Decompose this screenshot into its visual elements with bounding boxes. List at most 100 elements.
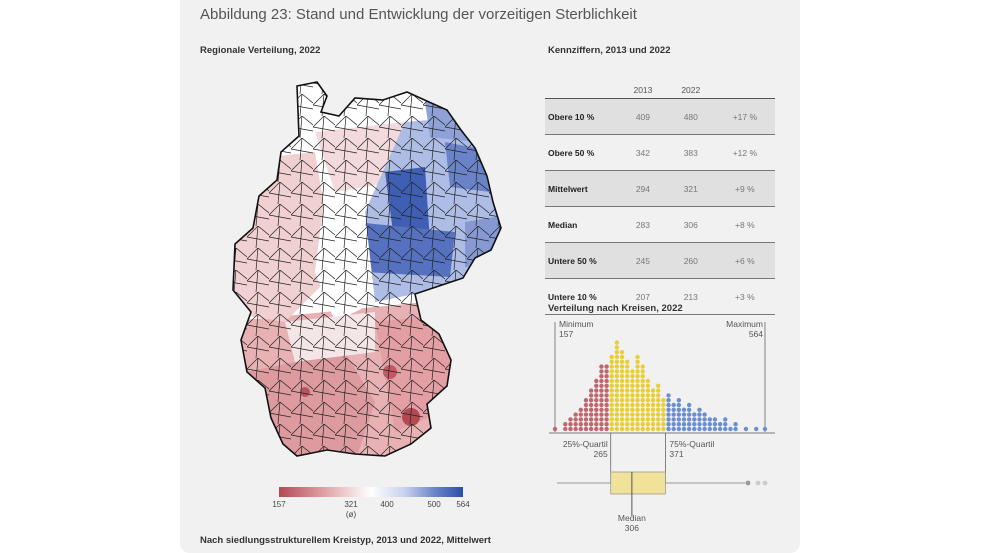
district-dot — [635, 402, 640, 408]
district-dot — [594, 388, 599, 393]
district-dot — [697, 426, 702, 432]
district-dot — [599, 417, 604, 422]
district-dot — [594, 407, 599, 412]
district-dot — [599, 364, 604, 369]
district-dot — [604, 374, 609, 379]
district-dot — [630, 383, 635, 388]
district-dot — [609, 422, 614, 427]
district-dot — [640, 383, 645, 388]
district-dot — [645, 402, 651, 408]
district-dot — [661, 398, 666, 403]
district-dot — [583, 426, 589, 432]
district-dot — [594, 426, 599, 432]
district-dot — [650, 402, 656, 408]
district-dot — [666, 412, 671, 417]
district-dot — [635, 407, 640, 412]
district-dot — [614, 359, 620, 364]
district-dot — [645, 388, 651, 393]
district-dot — [666, 407, 671, 412]
table-heading: Kennziffern, 2013 und 2022 — [548, 45, 671, 56]
district-dot — [650, 388, 656, 393]
district-dot — [635, 388, 640, 393]
district-dot — [635, 359, 640, 364]
cell-change: +17 % — [714, 98, 775, 135]
district-dot — [552, 426, 558, 432]
district-dot — [655, 417, 661, 422]
district-dot — [681, 407, 687, 412]
district-dot — [630, 426, 635, 432]
district-dot — [573, 422, 578, 427]
district-dot — [619, 359, 625, 364]
district-dot — [723, 426, 728, 432]
district-dot — [594, 402, 599, 408]
district-dot — [599, 426, 604, 432]
district-dot — [625, 417, 630, 422]
district-dot — [614, 398, 620, 403]
legend-500: 500 — [427, 500, 441, 509]
district-dot — [655, 393, 661, 398]
district-dot — [733, 426, 738, 432]
district-dot — [635, 374, 640, 379]
district-dot — [723, 422, 728, 427]
district-dot — [609, 364, 614, 369]
district-dot — [671, 422, 676, 427]
district-dot — [650, 398, 656, 403]
district-dot — [650, 407, 656, 412]
cell-2013: 409 — [619, 98, 667, 135]
district-dot — [717, 426, 723, 432]
district-dot — [573, 417, 578, 422]
district-dot — [614, 378, 620, 384]
table-row: Untere 50 % 245 260 +6 % — [545, 242, 775, 279]
district-dot — [609, 354, 614, 360]
figure-title: Abbildung 23: Stand und Entwicklung der … — [200, 6, 637, 23]
district-dot — [697, 407, 702, 412]
district-dot — [676, 398, 682, 403]
district-dot — [583, 398, 589, 403]
district-dot — [578, 426, 583, 432]
district-dot — [583, 422, 589, 427]
district-dot — [707, 417, 712, 422]
district-dot — [619, 407, 625, 412]
district-dot — [619, 426, 625, 432]
district-dot — [609, 369, 614, 374]
district-dot — [655, 398, 661, 403]
district-dot — [635, 369, 640, 374]
district-dot — [640, 388, 645, 393]
district-dot — [619, 398, 625, 403]
district-dot — [619, 383, 625, 388]
district-dot — [619, 350, 625, 355]
legend-mean: 321 — [344, 500, 358, 509]
minimum-value: 157 — [559, 329, 573, 339]
district-dot — [573, 412, 578, 417]
district-dot — [599, 383, 604, 388]
table-row: Mittelwert 294 321 +9 % — [545, 170, 775, 207]
district-dot — [640, 374, 645, 379]
cell-2022: 213 — [666, 278, 715, 315]
district-dot — [614, 345, 620, 350]
district-dot — [686, 426, 692, 432]
district-dot — [686, 407, 692, 412]
district-dot — [640, 422, 645, 427]
germany-map — [232, 81, 502, 457]
district-dot — [666, 393, 671, 398]
map-heading: Regionale Verteilung, 2022 — [200, 45, 321, 56]
district-dot — [666, 402, 671, 408]
row-label: Median — [545, 206, 619, 243]
district-dot — [671, 407, 676, 412]
district-dot — [625, 383, 630, 388]
district-dot — [723, 417, 728, 422]
median-value: 306 — [625, 523, 639, 533]
district-dot — [614, 412, 620, 417]
district-dot — [588, 412, 594, 417]
district-dot — [635, 422, 640, 427]
district-dot — [609, 398, 614, 403]
district-dot — [588, 398, 594, 403]
district-dot — [625, 369, 630, 374]
district-dot — [625, 412, 630, 417]
district-dot — [588, 402, 594, 408]
district-dot — [702, 422, 707, 427]
district-dot — [594, 393, 599, 398]
district-dot — [619, 417, 625, 422]
district-dot — [599, 388, 604, 393]
district-dot — [604, 426, 609, 432]
